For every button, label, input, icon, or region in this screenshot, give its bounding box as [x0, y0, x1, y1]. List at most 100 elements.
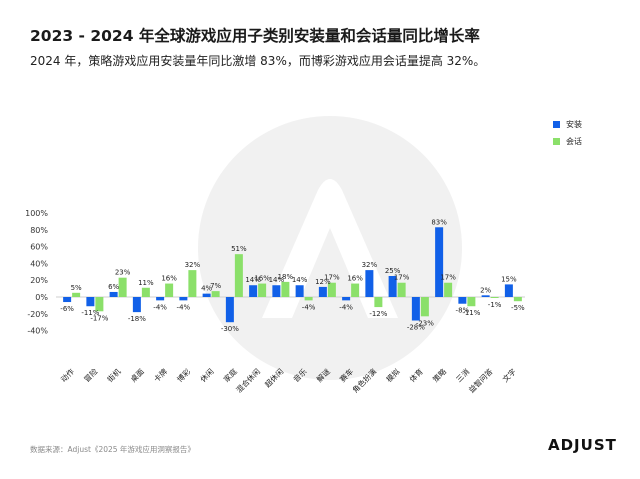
y-tick-label: 60% — [30, 243, 48, 252]
adjust-logo: ADJUST — [548, 436, 617, 454]
sessions-value-label: -5% — [511, 304, 525, 312]
sessions-value-label: 23% — [115, 269, 131, 277]
installs-value-label: -6% — [60, 305, 74, 313]
y-tick-label: -40% — [27, 327, 48, 336]
installs-value-label: -4% — [339, 303, 353, 311]
installs-bar — [179, 297, 188, 301]
sessions-bar — [374, 297, 383, 308]
data-source-note: 数据来源：Adjust《2025 年游戏应用洞察报告》 — [30, 445, 195, 454]
sessions-value-label: 18% — [278, 273, 294, 281]
sessions-value-label: 16% — [347, 275, 363, 283]
adjust-watermark-logo — [198, 116, 462, 380]
sessions-value-label: 16% — [161, 275, 177, 283]
installs-bar — [272, 285, 281, 297]
category-label: 街机 — [105, 366, 123, 384]
legend-sessions-label: 会话 — [566, 136, 582, 146]
installs-bar — [342, 297, 351, 301]
installs-bar — [86, 297, 95, 307]
sessions-bar — [397, 282, 406, 297]
sessions-bar — [188, 270, 197, 297]
installs-value-label: -30% — [221, 325, 239, 333]
installs-bar — [225, 297, 234, 323]
installs-value-label: -18% — [128, 315, 146, 323]
category-label: 益智问答 — [466, 366, 495, 395]
installs-bar — [156, 297, 165, 301]
sessions-value-label: 7% — [210, 282, 221, 290]
installs-bar — [481, 295, 490, 297]
sessions-bar — [467, 297, 476, 307]
installs-value-label: 2% — [480, 286, 491, 294]
sessions-value-label: 17% — [440, 274, 456, 282]
sessions-bar — [351, 283, 360, 297]
y-tick-label: 100% — [25, 209, 48, 218]
installs-value-label: 14% — [269, 276, 285, 284]
installs-bar — [249, 285, 258, 297]
sessions-bar — [490, 297, 499, 298]
sessions-value-label: 32% — [185, 261, 201, 269]
sessions-value-label: -17% — [90, 314, 108, 322]
installs-bar — [318, 286, 327, 297]
sessions-bar — [304, 297, 313, 301]
sessions-value-label: 16% — [254, 275, 270, 283]
category-label: 家庭 — [221, 366, 239, 384]
sessions-bar — [513, 297, 522, 302]
chart-subtitle: 2024 年，策略游戏应用安装量年同比激增 83%，而博彩游戏应用会话量提高 3… — [30, 54, 486, 68]
installs-value-label: -8% — [456, 307, 470, 315]
sessions-bar — [165, 283, 174, 297]
category-label: 冒险 — [82, 366, 100, 384]
category-label: 混合休闲 — [234, 366, 262, 394]
sessions-value-label: -11% — [462, 309, 480, 317]
category-label: 休闲 — [198, 366, 216, 384]
installs-value-label: 12% — [315, 278, 331, 286]
installs-value-label: 15% — [501, 275, 517, 283]
sessions-value-label: 17% — [394, 274, 410, 282]
installs-bar — [411, 297, 420, 321]
installs-bar — [458, 297, 467, 304]
sessions-value-label: -23% — [416, 319, 434, 327]
installs-value-label: 14% — [245, 276, 261, 284]
installs-value-label: 14% — [292, 276, 308, 284]
installs-bar — [132, 297, 141, 313]
y-tick-label: 0% — [35, 293, 48, 302]
installs-value-label: 6% — [108, 283, 119, 291]
sessions-value-label: 5% — [71, 284, 82, 292]
sessions-bar — [141, 287, 150, 297]
y-tick-label: -20% — [27, 310, 48, 319]
installs-bar — [295, 285, 304, 297]
sessions-bar — [72, 292, 81, 297]
sessions-bar — [258, 283, 267, 297]
category-label: 文字 — [500, 366, 518, 384]
category-label: 博彩 — [175, 366, 193, 384]
category-label: 模拟 — [384, 366, 402, 384]
sessions-bar — [95, 297, 104, 312]
installs-bar — [63, 297, 72, 303]
sessions-bar — [234, 254, 243, 297]
installs-value-label: 32% — [362, 261, 378, 269]
sessions-value-label: 51% — [231, 245, 247, 253]
installs-bar — [202, 293, 211, 297]
y-tick-label: 80% — [30, 226, 48, 235]
chart-title: 2023 - 2024 年全球游戏应用子类别安装量和会话量同比增长率 — [30, 27, 480, 45]
installs-value-label: 83% — [431, 218, 447, 226]
y-tick-label: 20% — [30, 276, 48, 285]
installs-value-label: 25% — [385, 267, 401, 275]
legend-installs-label: 安装 — [566, 119, 582, 129]
installs-bar — [109, 291, 118, 297]
installs-value-label: -4% — [177, 303, 191, 311]
sessions-bar — [118, 277, 127, 297]
installs-value-label: -11% — [81, 309, 99, 317]
sessions-value-label: -12% — [369, 310, 387, 318]
category-label: 卡牌 — [151, 366, 169, 384]
sessions-bar — [211, 291, 220, 297]
legend-installs-swatch — [553, 121, 560, 128]
category-label: 桌面 — [128, 366, 146, 384]
legend-sessions-swatch — [553, 138, 560, 145]
sessions-bar — [420, 297, 429, 317]
installs-bar — [365, 270, 374, 297]
sessions-value-label: -4% — [302, 303, 316, 311]
sessions-value-label: 11% — [138, 279, 154, 287]
y-tick-label: 40% — [30, 259, 48, 268]
category-label: 三消 — [454, 366, 472, 384]
installs-bar — [504, 284, 513, 297]
